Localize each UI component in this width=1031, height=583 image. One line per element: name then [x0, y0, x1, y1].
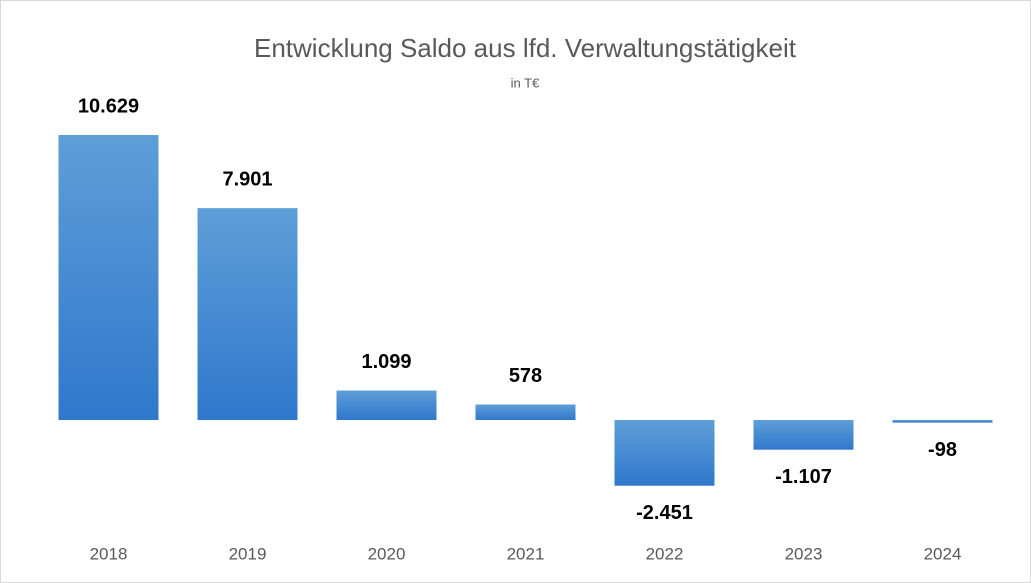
x-tick-label: 2020 [368, 544, 406, 563]
value-label: -1.107 [775, 466, 832, 488]
bar [197, 208, 298, 420]
bar [475, 404, 576, 420]
chart-subtitle: in T€ [511, 75, 540, 90]
value-label: 7.901 [222, 168, 272, 190]
x-tick-label: 2022 [646, 544, 684, 563]
x-tick-label: 2023 [785, 544, 823, 563]
chart-title: Entwicklung Saldo aus lfd. Verwaltungstä… [254, 33, 797, 63]
x-tick-label: 2021 [507, 544, 545, 563]
bar [336, 390, 437, 420]
value-label: -98 [928, 439, 957, 461]
x-tick-label: 2018 [90, 544, 128, 563]
bar [892, 420, 993, 423]
value-label: 1.099 [361, 351, 411, 373]
bar [753, 420, 854, 450]
value-label: 578 [509, 365, 542, 387]
x-tick-label: 2019 [229, 544, 267, 563]
bar [58, 135, 159, 420]
value-label: -2.451 [636, 502, 693, 524]
value-label: 10.629 [78, 95, 139, 117]
x-tick-label: 2024 [924, 544, 962, 563]
bar [614, 420, 715, 486]
